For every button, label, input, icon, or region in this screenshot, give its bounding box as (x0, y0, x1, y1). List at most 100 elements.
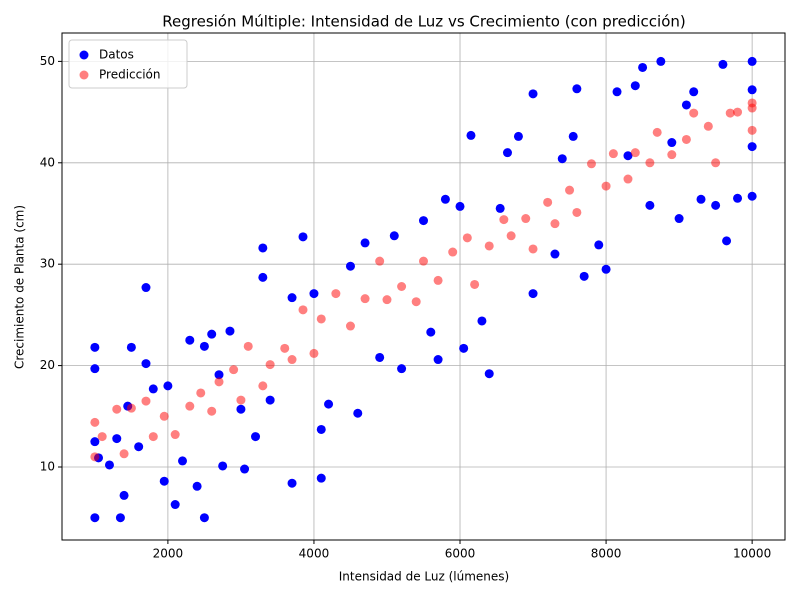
point (148, 432, 158, 442)
point (703, 121, 713, 131)
point (419, 256, 428, 266)
point (528, 289, 538, 299)
y-tick-label: 20 (40, 358, 55, 372)
x-tick-label: 8000 (591, 547, 622, 561)
point (747, 103, 757, 113)
point (265, 360, 275, 370)
point (265, 395, 275, 405)
point (170, 430, 180, 440)
point (689, 108, 699, 118)
point (586, 159, 596, 169)
point (119, 449, 129, 459)
point (747, 142, 757, 152)
point (225, 326, 235, 336)
y-axis-label: Crecimiento de Planta (cm) (13, 205, 27, 369)
point (623, 174, 633, 184)
point (667, 138, 677, 148)
point (448, 247, 458, 257)
point (711, 200, 721, 210)
point (711, 158, 721, 168)
point (119, 490, 129, 500)
point (689, 87, 699, 97)
point (141, 359, 151, 369)
point (601, 181, 611, 191)
point (309, 348, 319, 358)
point (550, 249, 560, 259)
point (382, 295, 392, 305)
point (97, 432, 107, 442)
legend-box (68, 39, 188, 89)
point (513, 131, 523, 141)
point (214, 370, 224, 380)
y-tick-label: 40 (40, 155, 55, 169)
point (630, 148, 640, 158)
point (170, 500, 180, 510)
point (236, 404, 246, 414)
point (521, 214, 531, 224)
point (459, 343, 469, 353)
chart-title: Regresión Múltiple: Intensidad de Luz vs… (162, 13, 685, 31)
point (502, 148, 512, 158)
point (298, 305, 308, 315)
point (397, 364, 407, 374)
point (484, 369, 494, 379)
point (324, 399, 334, 409)
y-tick-label: 50 (40, 54, 55, 68)
point (433, 355, 443, 365)
point (411, 297, 421, 307)
point (258, 272, 268, 282)
legend-label: Datos (99, 48, 134, 62)
point (455, 201, 465, 211)
point (557, 154, 567, 164)
point (594, 240, 604, 250)
point (528, 244, 538, 254)
point (466, 130, 476, 140)
point (90, 417, 100, 427)
point (316, 424, 326, 434)
x-tick-label: 10000 (733, 547, 771, 561)
point (148, 384, 158, 394)
point (667, 150, 677, 160)
plot-frame (61, 32, 786, 541)
point (495, 203, 505, 213)
x-axis-label: Intensidad de Luz (lúmenes) (339, 570, 509, 584)
point (214, 377, 224, 387)
point (733, 107, 743, 117)
point (681, 134, 691, 144)
point (287, 293, 297, 303)
point (316, 473, 326, 483)
point (236, 395, 246, 405)
point (696, 194, 706, 204)
x-tick-label: 2000 (153, 547, 184, 561)
point (163, 381, 173, 391)
point (747, 56, 757, 66)
point (258, 381, 268, 391)
point (240, 464, 250, 474)
point (440, 194, 450, 204)
point (389, 231, 399, 241)
point (112, 434, 122, 444)
point (375, 256, 385, 266)
point (397, 282, 407, 291)
point (353, 408, 363, 418)
point (90, 513, 100, 523)
point (207, 329, 217, 339)
point (623, 151, 633, 161)
point (550, 219, 560, 229)
point (199, 513, 209, 523)
point (331, 289, 341, 299)
point (229, 365, 239, 375)
point (733, 193, 743, 203)
point (433, 275, 443, 285)
point (484, 241, 494, 251)
point (141, 283, 151, 293)
point (159, 476, 169, 486)
point (568, 131, 578, 141)
point (115, 513, 125, 523)
point (747, 85, 757, 95)
point (419, 216, 428, 226)
point (90, 452, 100, 462)
point (141, 396, 151, 406)
point (718, 59, 728, 69)
